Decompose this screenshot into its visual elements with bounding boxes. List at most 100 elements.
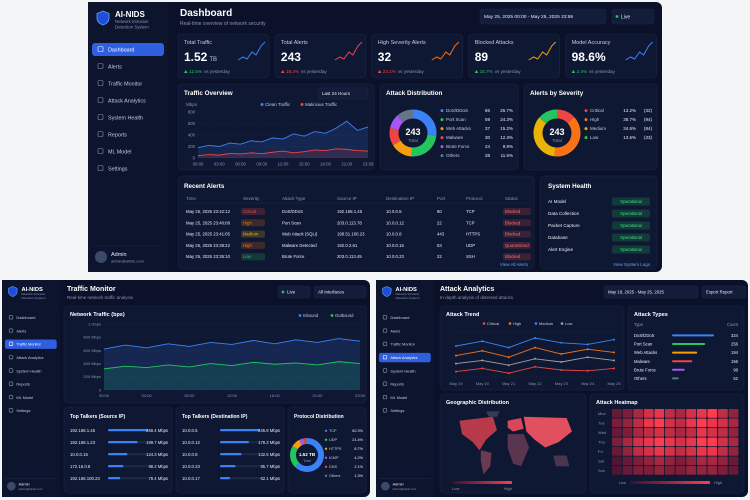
table-cell: Medium [243,232,259,237]
nav-item[interactable]: Reports [390,382,404,387]
kpi-note: vs yesterday [204,69,230,74]
ip-address: 192.168.1.23 [70,440,96,445]
nav-item[interactable]: ML Model [108,150,131,156]
button-label: Live [621,14,630,20]
table-cell: 192.0.2.61 [337,243,358,248]
heat-cell [633,456,643,466]
kpi-change: 2.4% [577,69,587,74]
nav-item[interactable]: Attack Analytics [108,99,146,105]
heat-cell [686,428,696,437]
point [560,353,563,355]
heat-cell [665,409,675,418]
line [197,148,369,157]
bar [220,429,260,432]
nav-item[interactable]: Settings [390,408,404,413]
nav-item[interactable]: ML Model [16,395,33,400]
nav-icon [382,394,388,400]
heat-cell [612,409,622,418]
heat-cell [728,456,739,466]
severity-badge [241,219,265,227]
card-title: Recent Alerts [184,183,225,190]
heat-cell [622,428,633,437]
nav-item[interactable]: Dashboard [108,48,134,54]
card [177,33,270,79]
nav-item[interactable]: Traffic Monitor [16,342,41,347]
map-region [523,416,572,448]
table-cell: 192.168.1.45 [337,209,363,214]
day-label: Wed [598,430,606,435]
donut-segment [539,109,558,124]
page-subtitle: In-depth analysis of detected attacks [440,295,514,300]
nav-item[interactable]: Traffic Monitor [390,342,415,347]
nav-icon [8,341,14,346]
kpi-value: 32 [378,50,392,64]
nav-item[interactable]: Reports [16,382,30,387]
table-cell: Critical [243,209,256,214]
bar-label: 124.3 Mbps [146,452,168,457]
health-status: Operational [620,199,642,204]
legend-label: Clean Traffic [265,102,291,107]
bar [220,465,236,468]
button[interactable] [317,87,369,100]
nav-item[interactable]: Attack Analytics [390,355,417,360]
donut-segment [533,117,556,157]
brand: AI-NIDS [115,10,145,19]
button[interactable] [313,285,367,299]
heat-cell [696,428,707,437]
nav-item[interactable]: Settings [108,167,128,173]
nav-icon [97,165,104,171]
table-cell: Blocked [505,209,521,214]
legend-value: 38.7% [623,117,636,122]
legend-value: 30 [485,135,491,140]
nav-item[interactable]: Alerts [390,328,400,333]
card-title: Top Talkers (Source IP) [70,414,125,420]
heat-cell [633,418,643,428]
legend-label: Malicious Traffic [305,102,338,107]
kpi-value: 98.6% [572,50,606,64]
nav-item[interactable]: System Health [108,116,143,122]
ip-address: 192.168.1.45 [70,428,96,433]
nav-item[interactable]: Traffic Monitor [108,82,142,88]
nav-item[interactable]: Alerts [108,65,122,71]
heat-cell [718,409,728,418]
card [439,305,625,391]
table-cell: TCP [466,209,475,214]
user-email: admin@aitids.com [19,487,43,491]
point [560,341,563,344]
nav-item[interactable]: Attack Analytics [16,355,43,360]
point [613,359,615,362]
avatar [381,481,390,491]
x-tick-label: 12:00 [278,161,289,166]
button[interactable] [277,285,311,299]
link[interactable]: View All Alerts [500,262,529,267]
nav-item[interactable]: Alerts [16,328,26,333]
nav-item[interactable]: Dashboard [16,315,35,320]
map-region [553,455,570,467]
nav-item[interactable]: Dashboard [390,315,409,320]
heat-cell [718,456,728,466]
user-name: Admin [111,252,127,258]
button[interactable] [603,285,699,299]
button[interactable] [701,285,747,299]
sidebar [376,280,434,497]
heat-cell [718,466,728,475]
legend-dot [298,314,302,317]
link[interactable]: View System Logs [613,262,651,267]
table-cell: Others [634,376,647,381]
heat-cell [675,418,686,428]
heat-cell [633,447,643,456]
nav-item[interactable]: Settings [16,408,30,413]
brand-subtitle: Network Intrusion [115,19,149,24]
nav-item[interactable]: System Health [390,368,415,373]
nav-item[interactable]: Reports [108,133,127,139]
legend-label: Low [590,135,599,140]
nav-item[interactable]: ML Model [390,395,407,400]
button[interactable] [611,8,655,25]
page-title: Attack Analytics [440,286,494,293]
heat-cell [643,437,654,447]
nav-item[interactable]: System Health [16,368,41,373]
card [468,33,561,79]
legend-dot [560,322,564,325]
button[interactable] [479,8,607,25]
day-label: Fri [598,449,603,454]
